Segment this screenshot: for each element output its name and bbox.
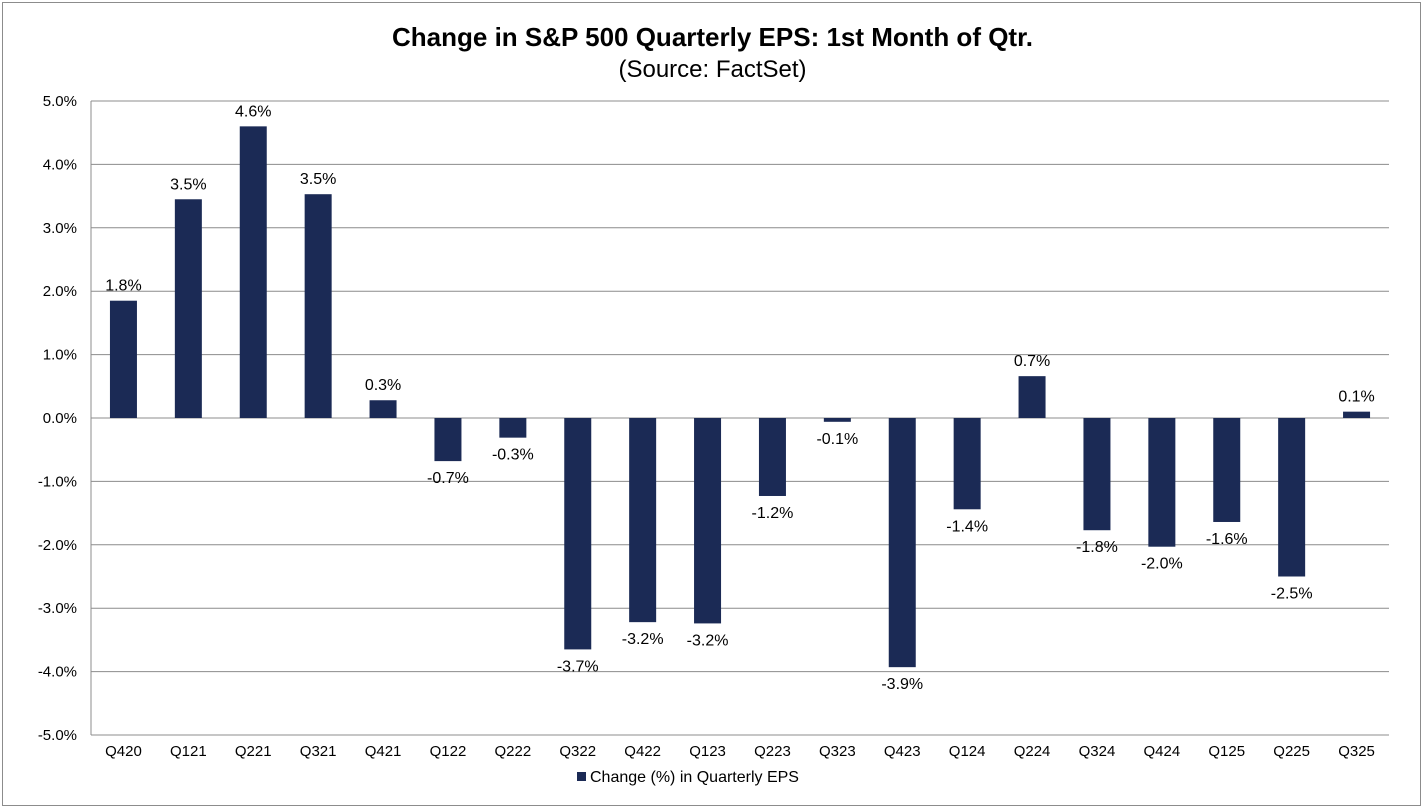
x-tick-label: Q325 xyxy=(1338,743,1375,760)
y-tick-label: -5.0% xyxy=(38,727,77,744)
data-label: -1.2% xyxy=(752,505,794,522)
data-label: 3.5% xyxy=(300,171,336,188)
data-label: 3.5% xyxy=(170,176,206,193)
bar xyxy=(369,400,397,418)
x-tick-label: Q324 xyxy=(1079,743,1116,760)
x-tick-label: Q222 xyxy=(494,743,531,760)
bar xyxy=(1018,376,1046,418)
data-label: 0.1% xyxy=(1338,389,1374,406)
x-tick-label: Q224 xyxy=(1014,743,1051,760)
data-label: -0.3% xyxy=(492,447,534,464)
data-label: -2.5% xyxy=(1271,586,1313,603)
y-tick-label: 0.0% xyxy=(43,410,77,427)
chart-title: Change in S&P 500 Quarterly EPS: 1st Mon… xyxy=(392,22,1033,52)
bar xyxy=(304,194,332,418)
x-tick-label: Q422 xyxy=(624,743,661,760)
y-tick-label: 3.0% xyxy=(43,220,77,237)
y-tick-label: -1.0% xyxy=(38,473,77,490)
bar xyxy=(1278,418,1306,577)
x-tick-label: Q123 xyxy=(689,743,726,760)
x-tick-label: Q321 xyxy=(300,743,337,760)
x-tick-label: Q124 xyxy=(949,743,986,760)
x-tick-label: Q322 xyxy=(559,743,596,760)
bar xyxy=(694,418,722,624)
chart-subtitle: (Source: FactSet) xyxy=(618,56,807,83)
data-label: -3.2% xyxy=(687,632,729,649)
data-label: -0.7% xyxy=(427,470,469,487)
data-label: -2.0% xyxy=(1141,556,1183,573)
data-label: -1.6% xyxy=(1206,531,1248,548)
data-label: -1.8% xyxy=(1076,539,1118,556)
bar xyxy=(888,418,916,668)
bar xyxy=(1343,411,1371,418)
bar xyxy=(1213,418,1241,522)
y-tick-label: 4.0% xyxy=(43,156,77,173)
x-tick-label: Q421 xyxy=(365,743,402,760)
x-tick-label: Q121 xyxy=(170,743,207,760)
y-tick-label: -2.0% xyxy=(38,537,77,554)
y-tick-label: 2.0% xyxy=(43,283,77,300)
bar xyxy=(1148,418,1176,547)
y-tick-label: 1.0% xyxy=(43,347,77,364)
data-label: 4.6% xyxy=(235,103,271,120)
bar xyxy=(434,418,462,462)
y-tick-label: 5.0% xyxy=(43,93,77,110)
data-label: -0.1% xyxy=(816,431,858,448)
bar xyxy=(758,418,786,496)
bar xyxy=(823,418,851,422)
legend-label: Change (%) in Quarterly EPS xyxy=(590,769,799,786)
x-tick-label: Q423 xyxy=(884,743,921,760)
legend-swatch xyxy=(577,772,586,781)
bar xyxy=(109,300,137,418)
data-label: -3.7% xyxy=(557,658,599,675)
y-tick-label: -4.0% xyxy=(38,664,77,681)
x-tick-label: Q221 xyxy=(235,743,272,760)
x-tick-label: Q424 xyxy=(1143,743,1180,760)
bar xyxy=(239,126,267,419)
bar xyxy=(953,418,981,510)
bar xyxy=(1083,418,1111,531)
bar xyxy=(629,418,657,623)
data-label: -1.4% xyxy=(946,518,988,535)
data-label: 1.8% xyxy=(105,278,141,295)
x-tick-label: Q323 xyxy=(819,743,856,760)
y-tick-label: -3.0% xyxy=(38,600,77,617)
x-tick-label: Q122 xyxy=(430,743,467,760)
bar xyxy=(499,418,527,438)
data-label: -3.9% xyxy=(881,676,923,693)
x-tick-label: Q420 xyxy=(105,743,142,760)
x-tick-label: Q125 xyxy=(1208,743,1245,760)
bar xyxy=(564,418,592,650)
data-label: -3.2% xyxy=(622,631,664,648)
x-tick-label: Q223 xyxy=(754,743,791,760)
data-label: 0.3% xyxy=(365,377,401,394)
bar xyxy=(174,199,202,418)
data-label: 0.7% xyxy=(1014,353,1050,370)
x-tick-label: Q225 xyxy=(1273,743,1310,760)
